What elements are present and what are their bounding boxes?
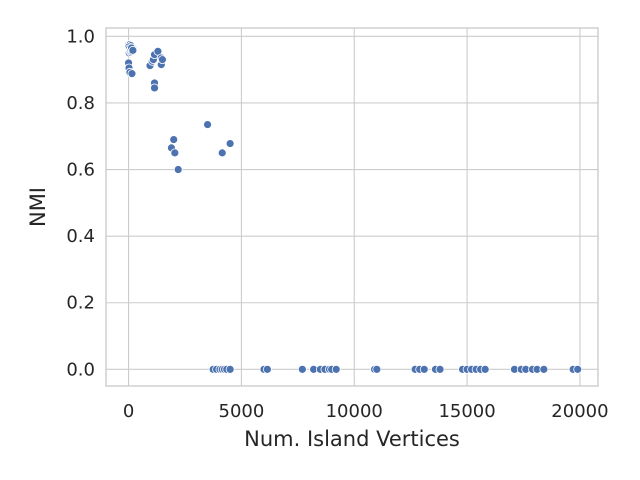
y-tick-label: 0.4	[66, 226, 95, 247]
x-tick-label: 20000	[551, 401, 608, 422]
plot-frame	[105, 27, 599, 387]
scatter-point	[262, 364, 272, 374]
x-tick-label: 0	[123, 401, 134, 422]
x-tick-label: 5000	[219, 401, 265, 422]
scatter-point	[573, 364, 583, 374]
x-axis-label: Num. Island Vertices	[244, 427, 460, 451]
y-tick-label: 0.2	[66, 293, 95, 314]
x-tick-label: 15000	[438, 401, 495, 422]
scatter-point	[225, 364, 235, 374]
scatter-point	[435, 364, 445, 374]
scatter-point	[480, 364, 490, 374]
scatter-point	[203, 120, 212, 129]
scatter-point	[128, 45, 138, 55]
y-axis-label: NMI	[26, 187, 50, 227]
y-grid-lines	[106, 35, 598, 370]
scatter-point	[173, 165, 183, 174]
x-tick-labels: 0 5000 10000 15000 20000	[123, 401, 609, 422]
scatter-points	[124, 40, 583, 374]
scatter-point	[150, 83, 159, 93]
scatter-point	[372, 364, 382, 374]
scatter-point	[169, 135, 179, 144]
x-tick-label: 10000	[326, 401, 383, 422]
y-tick-label: 0.0	[66, 359, 95, 380]
scatter-point	[419, 364, 429, 374]
scatter-point	[170, 148, 180, 158]
scatter-point	[331, 364, 341, 374]
x-grid-lines	[128, 28, 581, 386]
scatter-point	[225, 139, 235, 148]
y-tick-label: 1.0	[66, 26, 95, 47]
y-tick-label: 0.6	[66, 160, 95, 181]
scatter-point	[539, 364, 549, 374]
scatter-point	[158, 55, 167, 65]
scatter-point	[217, 148, 227, 158]
y-tick-labels: 0.0 0.2 0.4 0.6 0.8 1.0	[66, 26, 95, 380]
scatter-point	[127, 69, 137, 79]
scatter-point	[297, 364, 307, 374]
y-tick-label: 0.8	[66, 93, 95, 114]
